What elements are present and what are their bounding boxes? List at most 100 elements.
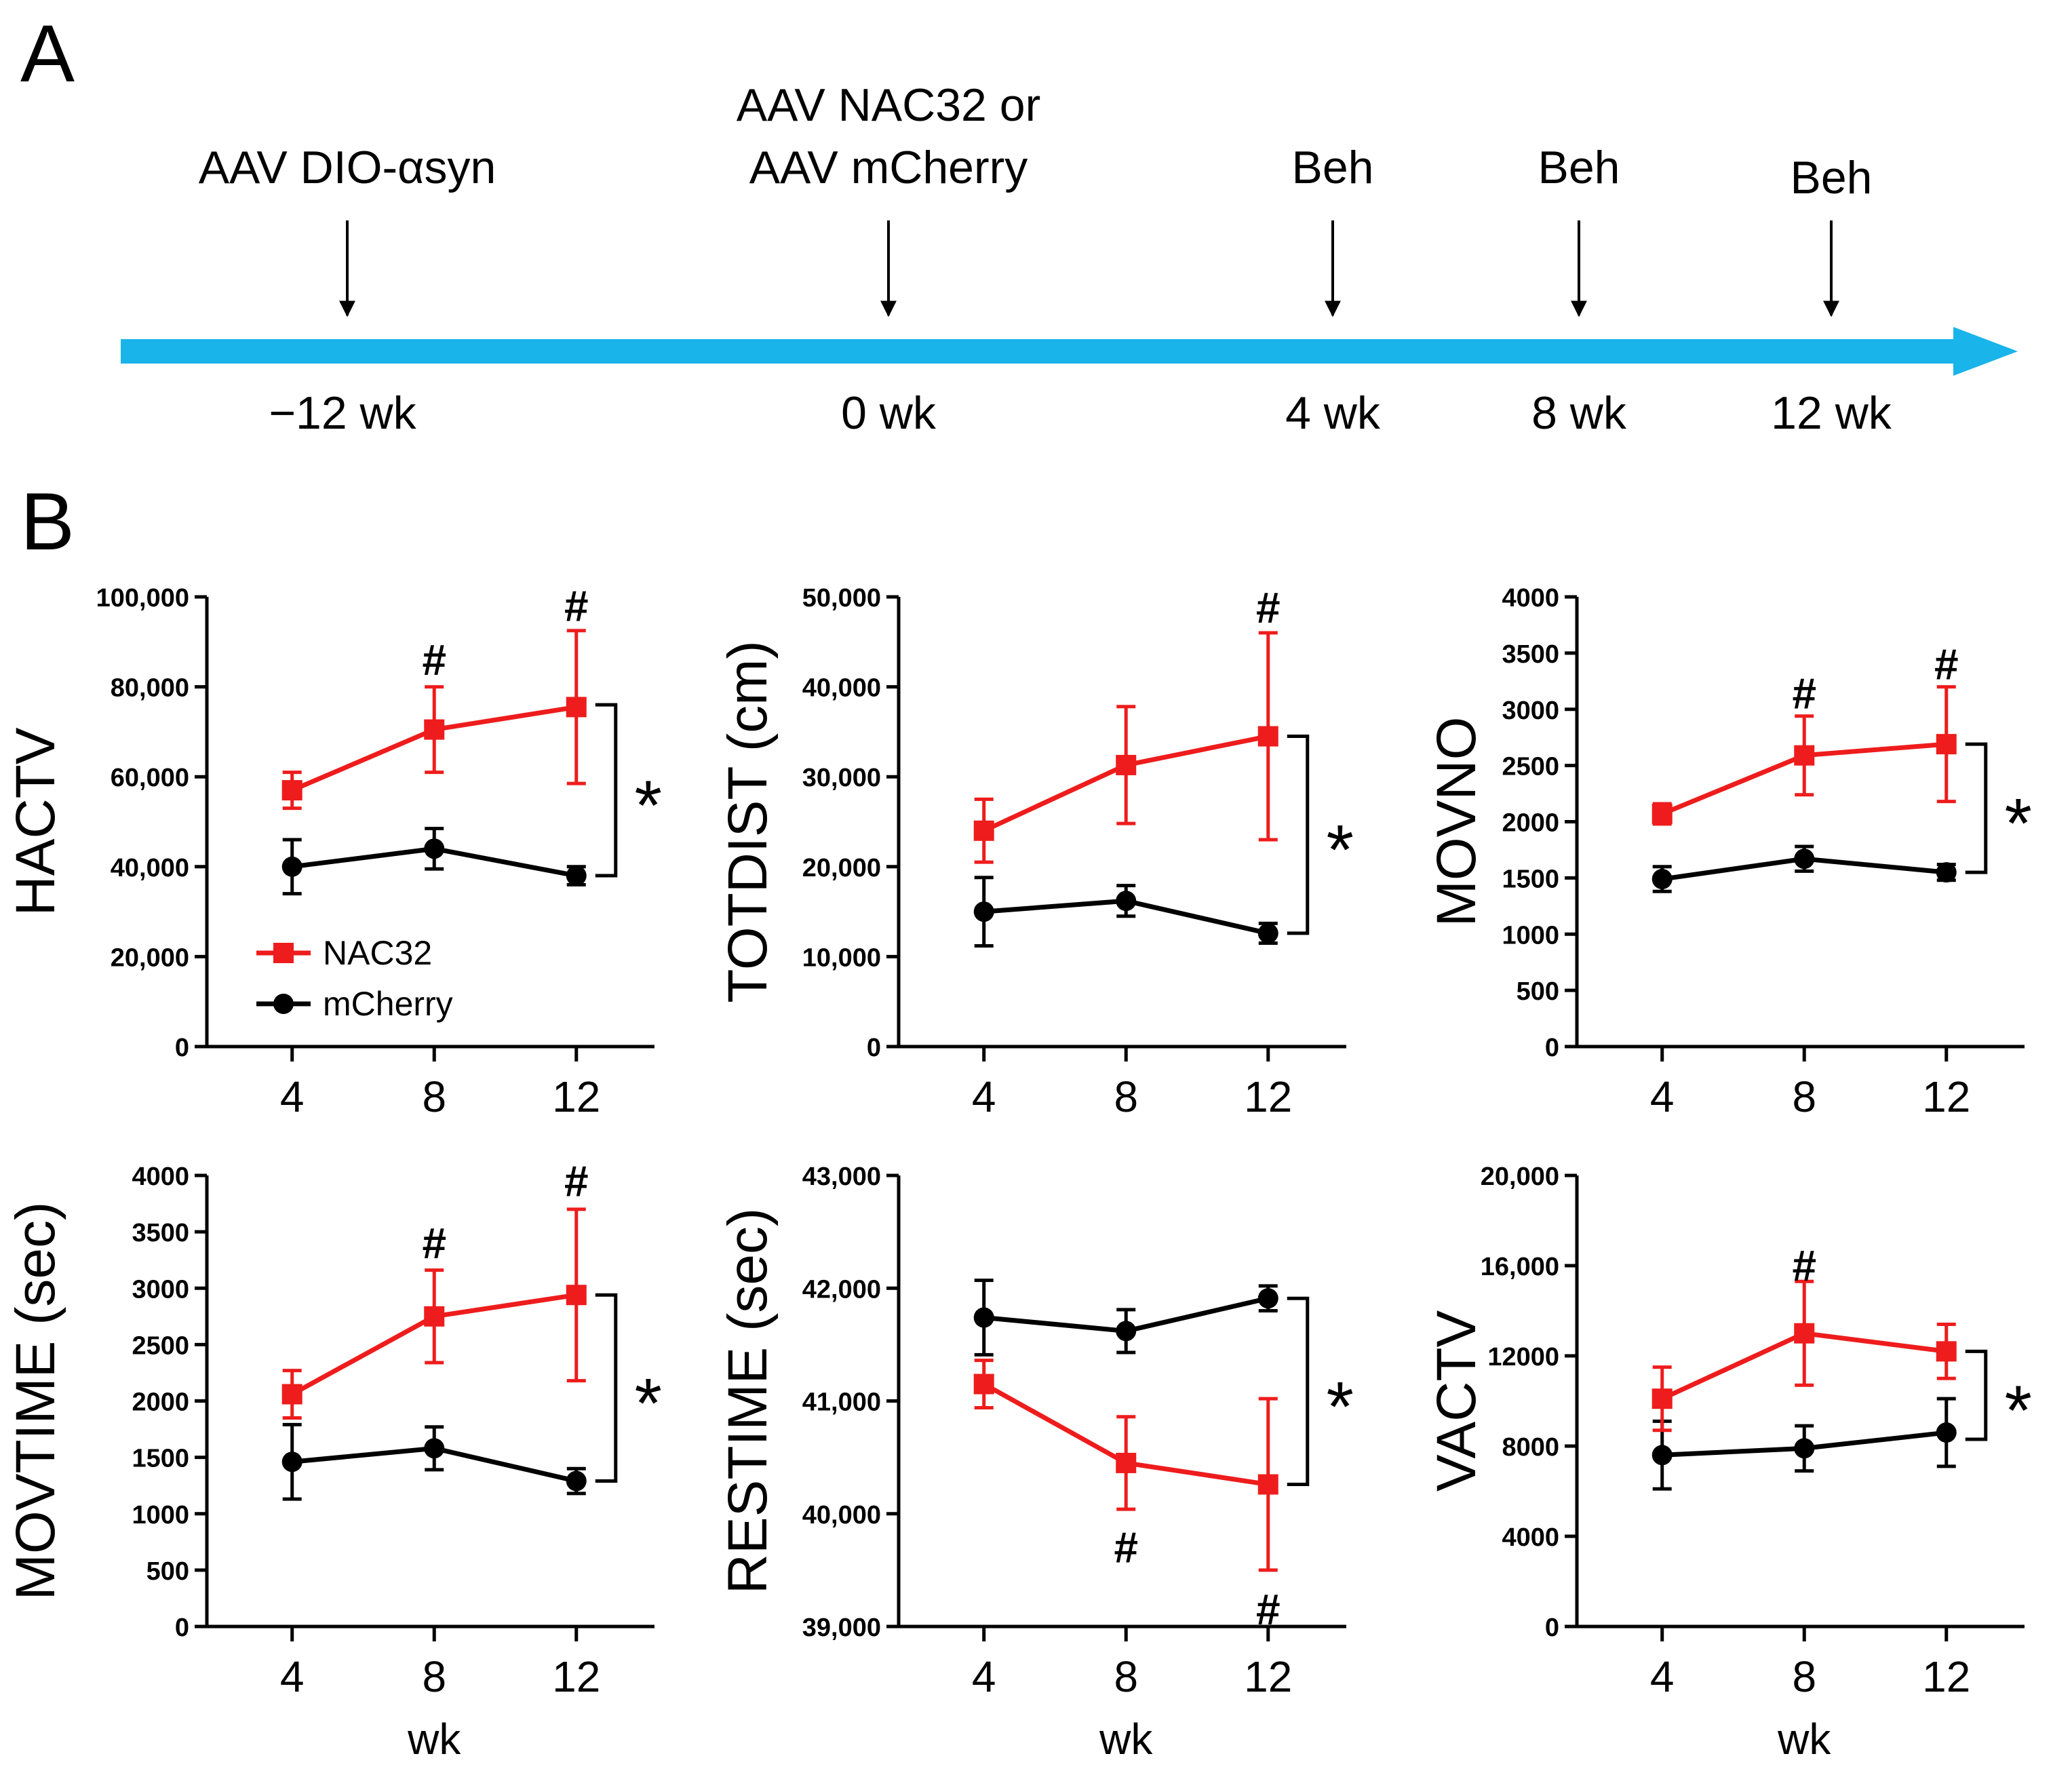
y-tick-label: 30,000 [802, 764, 881, 792]
hash-mark: # [422, 1219, 446, 1268]
x-tick-label: 4 [280, 1072, 305, 1121]
legend: NAC32 mCherry [256, 934, 453, 1023]
y-tick-label: 0 [1545, 1034, 1559, 1062]
x-tick-label: 12 [1922, 1652, 1970, 1701]
y-tick-label: 10,000 [802, 943, 881, 972]
data-point [1116, 1321, 1137, 1342]
hash-mark: # [564, 1156, 589, 1205]
y-tick-label: 2500 [1502, 753, 1559, 781]
y-tick-label: 3500 [132, 1219, 189, 1247]
y-tick-label: 16,000 [1481, 1253, 1559, 1281]
data-point [281, 780, 302, 801]
y-tick-label: 40,000 [802, 674, 881, 703]
week-label-minus-12: −12 wk [269, 387, 416, 439]
event-label-aav-dio: AAV DIO-αsyn [199, 142, 496, 193]
hash-mark: # [1792, 1241, 1816, 1290]
x-tick-label: 8 [1792, 1652, 1816, 1701]
x-tick-label: 4 [280, 1652, 305, 1701]
x-tick-label: 8 [1114, 1652, 1138, 1701]
y-tick-label: 40,000 [802, 1501, 881, 1530]
significance-bracket [1287, 1296, 1310, 1487]
series-nac32 [281, 1207, 587, 1420]
significance-star: * [635, 766, 662, 845]
data-point [424, 838, 445, 859]
x-tick-label: 8 [1792, 1072, 1816, 1121]
series-nac32 [1651, 685, 1957, 826]
data-point [1936, 1422, 1957, 1443]
week-label-8: 8 wk [1531, 387, 1627, 439]
data-point [1651, 1445, 1673, 1466]
data-point [973, 820, 994, 841]
hash-mark: # [1256, 583, 1281, 632]
significance-bracket [1965, 742, 1988, 874]
chart-4: 0 500 1000 1500 2000 2500 3000 3500 4000 4 8 12 MOVT… [5, 1156, 662, 1764]
hash-mark: # [422, 636, 446, 684]
data-point [424, 719, 445, 740]
event-label-beh-12: Beh [1791, 152, 1873, 203]
x-tick-label: 4 [972, 1072, 996, 1121]
x-axis-label: wk [407, 1715, 461, 1764]
series-mcherry [281, 1422, 587, 1501]
chart-5: 39,000 40,000 41,000 42,000 43,000 4 8 12 RESTIM… [717, 1163, 1354, 1764]
y-tick-label: 40,000 [111, 854, 189, 882]
x-tick-label: 4 [1650, 1652, 1675, 1701]
y-tick-label: 8000 [1502, 1433, 1559, 1462]
hash-mark: # [1114, 1523, 1138, 1572]
significance-star: * [2005, 1371, 2032, 1450]
y-tick-label: 2500 [132, 1331, 189, 1360]
y-tick-label: 41,000 [802, 1388, 881, 1417]
x-axis-label: wk [1099, 1715, 1153, 1764]
y-tick-label: 500 [146, 1557, 189, 1586]
series-mcherry [973, 876, 1278, 948]
data-point [1116, 891, 1137, 912]
y-tick-label: 1500 [132, 1445, 189, 1473]
data-point [424, 1306, 445, 1327]
x-tick-label: 12 [1922, 1072, 1970, 1121]
data-point [1794, 849, 1815, 870]
data-point [1651, 1388, 1673, 1409]
y-tick-label: 3000 [1502, 697, 1559, 725]
week-label-4: 4 wk [1285, 387, 1381, 439]
data-point [1257, 726, 1278, 747]
y-tick-label: 100,000 [96, 584, 189, 612]
data-point [1257, 922, 1278, 943]
y-tick-label: 2000 [1502, 809, 1559, 838]
chart-3: 0 500 1000 1500 2000 2500 3000 3500 4000 4 8 12 MOVN… [1426, 584, 2032, 1121]
data-point [281, 1384, 302, 1405]
y-tick-label: 1000 [132, 1501, 189, 1530]
x-tick-label: 12 [1244, 1072, 1292, 1121]
series-nac32 [281, 629, 587, 811]
y-tick-label: 1000 [1502, 921, 1559, 950]
legend-label-mcherry: mCherry [323, 985, 453, 1023]
x-tick-label: 12 [552, 1072, 600, 1121]
significance-bracket [595, 1293, 618, 1483]
charts: 0 20,000 40,000 60,000 80,000 100,000 4 8 12 HACT… [5, 581, 2032, 1764]
y-tick-label: 4000 [132, 1163, 189, 1191]
y-tick-label: 60,000 [111, 764, 189, 792]
x-tick-label: 12 [1244, 1652, 1292, 1701]
data-point [1651, 869, 1673, 890]
timeline-arrowhead [1953, 327, 2018, 376]
series-nac32 [973, 1359, 1278, 1572]
chart-6: 0 4000 8000 12000 16,000 20,000 4 8 12 VACTV wk # * [1426, 1163, 2032, 1764]
y-tick-label: 500 [1517, 977, 1559, 1006]
y-tick-label: 0 [867, 1034, 881, 1062]
event-label-aav-nac32: AAV NAC32 or [737, 79, 1040, 131]
y-axis-label: HACTV [5, 727, 66, 916]
data-point [1794, 1438, 1815, 1459]
data-point [973, 901, 994, 922]
data-point [1936, 1341, 1957, 1362]
y-tick-label: 2000 [132, 1388, 189, 1417]
event-label-aav-mcherry: AAV mCherry [749, 142, 1028, 193]
data-point [1794, 1323, 1815, 1344]
significance-star: * [635, 1364, 662, 1443]
y-tick-label: 0 [175, 1614, 189, 1642]
chart-1: 0 20,000 40,000 60,000 80,000 100,000 4 8 12 HACT… [5, 581, 662, 1121]
hash-mark: # [1256, 1585, 1281, 1634]
y-axis-label: TOTDIST (cm) [717, 640, 779, 1002]
x-tick-label: 12 [552, 1652, 600, 1701]
y-tick-label: 4000 [1502, 584, 1559, 612]
data-point [424, 1438, 445, 1459]
data-point [566, 697, 587, 718]
chart-2: 0 10,000 20,000 30,000 40,000 50,000 4 8 12 TOTDI… [717, 583, 1354, 1121]
